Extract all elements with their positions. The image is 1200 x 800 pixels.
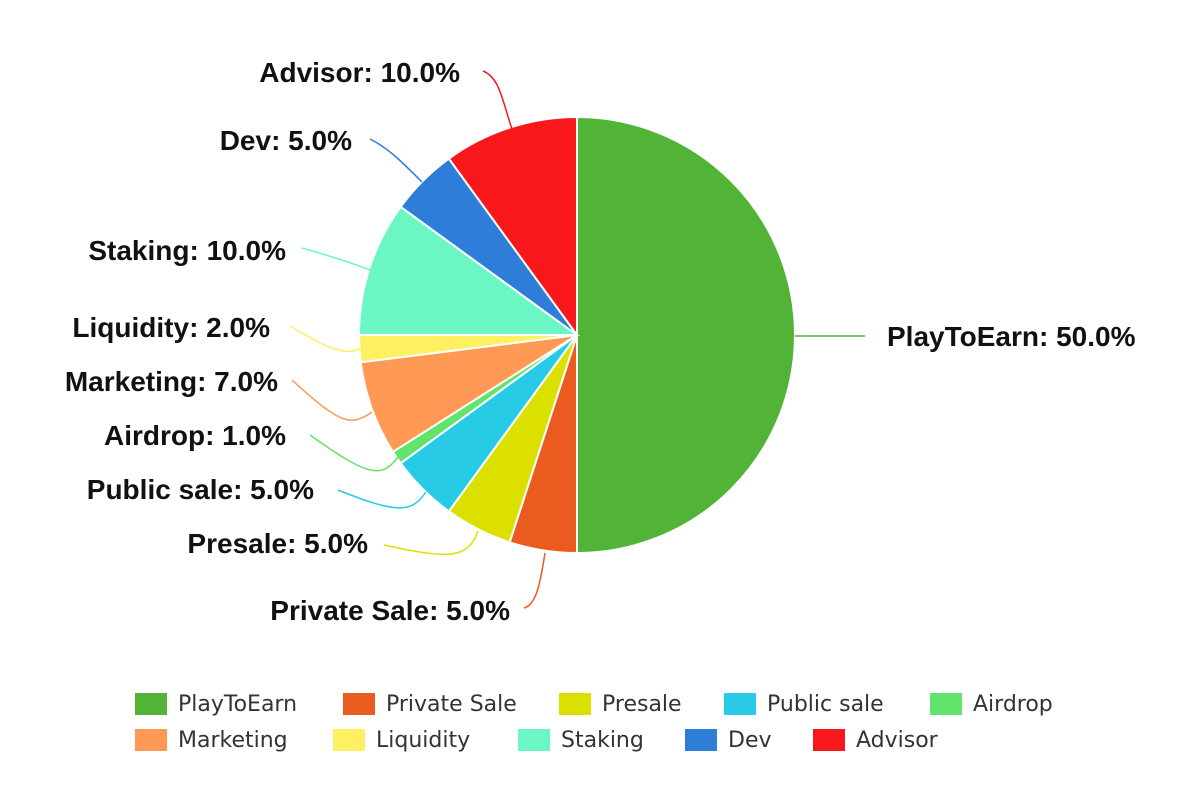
slice-label: Marketing: 7.0% [65, 366, 278, 397]
legend-label: Liquidity [376, 727, 471, 753]
leader-line [289, 325, 361, 353]
legend-label: Dev [728, 727, 772, 753]
slice-label: PlayToEarn: 50.0% [887, 321, 1136, 352]
legend-swatch [685, 729, 717, 751]
legend-label: Public sale [767, 691, 884, 717]
pie-slice-staking[interactable] [357, 205, 581, 336]
legend-swatch [813, 729, 845, 751]
pie-slices [357, 115, 796, 555]
legend-item-playtoearn[interactable]: PlayToEarn [135, 692, 343, 717]
leader-line [369, 138, 423, 183]
legend-swatch [333, 729, 365, 751]
leader-line [523, 552, 546, 609]
legend-item-dev[interactable]: Dev [685, 728, 813, 753]
legend-label: PlayToEarn [178, 691, 298, 717]
leader-line [291, 379, 373, 421]
legend-item-presale[interactable]: Presale [559, 692, 724, 717]
legend-label: Marketing [178, 727, 288, 753]
legend-swatch [135, 729, 167, 751]
slice-label: Advisor: 10.0% [259, 57, 460, 88]
legend-item-private-sale[interactable]: Private Sale [343, 692, 559, 717]
legend-row: PlayToEarn Private Sale Presale Public s… [135, 686, 1135, 722]
legend-label: Airdrop [973, 691, 1053, 717]
legend-item-public-sale[interactable]: Public sale [724, 692, 930, 717]
legend-row: Marketing Liquidity Staking Dev Advisor [135, 722, 1135, 758]
legend-label: Private Sale [386, 691, 517, 717]
leader-line [337, 489, 427, 509]
legend-swatch [559, 693, 591, 715]
legend-swatch [135, 693, 167, 715]
slice-label: Liquidity: 2.0% [72, 312, 270, 343]
pie-chart: PlayToEarn: 50.0% Private Sale: 5.0% Presa… [65, 57, 1136, 626]
pie-slice-advisor[interactable] [447, 115, 578, 339]
leader-line [383, 530, 479, 555]
pie-slice-playtoearn[interactable] [576, 115, 796, 555]
legend-item-marketing[interactable]: Marketing [135, 728, 333, 753]
leader-line [482, 70, 513, 130]
legend: PlayToEarn Private Sale Presale Public s… [135, 686, 1135, 758]
legend-item-liquidity[interactable]: Liquidity [333, 728, 518, 753]
slice-label: Private Sale: 5.0% [270, 595, 510, 626]
slice-label: Presale: 5.0% [187, 528, 368, 559]
legend-label: Advisor [856, 727, 938, 753]
legend-label: Staking [561, 727, 644, 753]
legend-swatch [930, 693, 962, 715]
slice-label: Public sale: 5.0% [87, 474, 314, 505]
legend-item-staking[interactable]: Staking [518, 728, 685, 753]
legend-swatch [343, 693, 375, 715]
legend-swatch [724, 693, 756, 715]
legend-item-airdrop[interactable]: Airdrop [930, 692, 1053, 717]
legend-swatch [518, 729, 550, 751]
slice-label: Dev: 5.0% [220, 125, 352, 156]
slice-label: Staking: 10.0% [88, 235, 286, 266]
leader-lines [289, 70, 865, 609]
legend-item-advisor[interactable]: Advisor [813, 728, 938, 753]
slice-label: Airdrop: 1.0% [104, 420, 286, 451]
slice-labels: PlayToEarn: 50.0% Private Sale: 5.0% Presa… [65, 57, 1136, 626]
legend-label: Presale [602, 691, 682, 717]
leader-line [301, 247, 371, 271]
leader-line [309, 434, 399, 472]
